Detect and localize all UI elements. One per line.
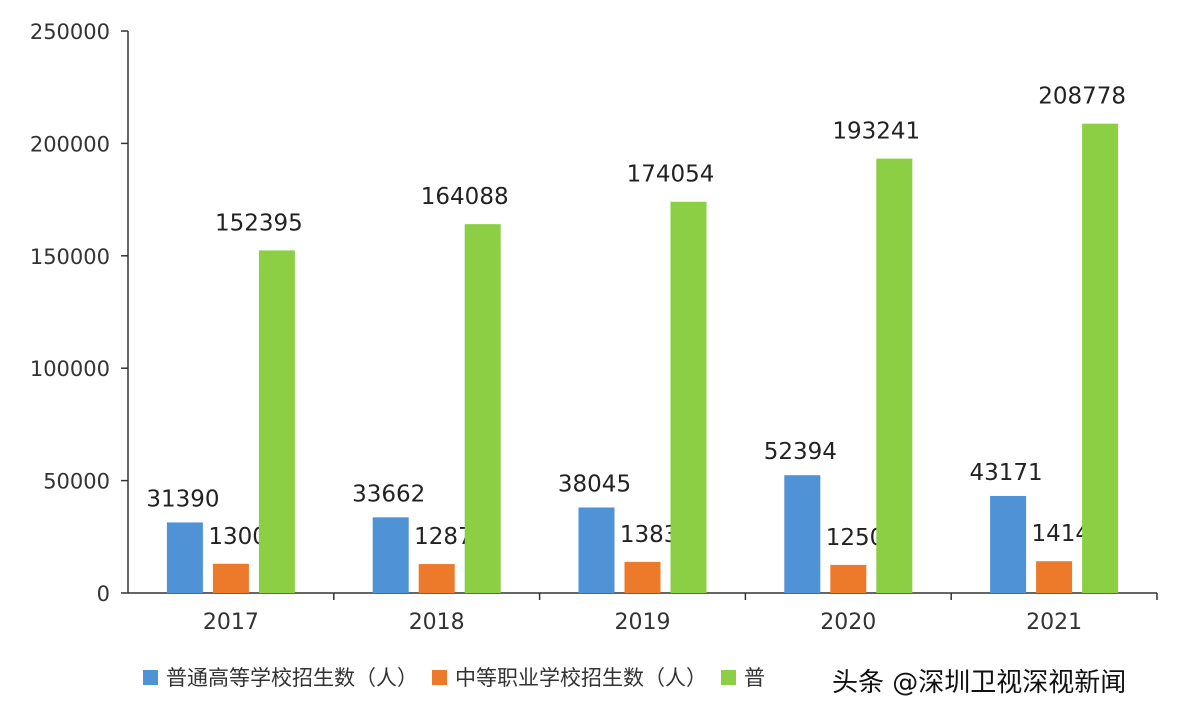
- data-label: 174054: [627, 162, 715, 188]
- data-label: 193241: [832, 119, 920, 145]
- bar-series-3: [670, 201, 707, 593]
- bar-series-2: [418, 564, 455, 593]
- legend-label-series-3: 普: [744, 666, 765, 690]
- bar-series-2: [624, 561, 661, 593]
- y-tick-label: 150000: [30, 245, 110, 269]
- x-tick-label: 2019: [615, 610, 671, 635]
- x-tick-label: 2018: [409, 610, 465, 635]
- y-tick-label: 0: [97, 582, 110, 606]
- data-label: 33662: [352, 481, 425, 507]
- watermark: 头条 @深圳卫视深视新闻: [826, 662, 1133, 699]
- data-label: 38045: [558, 471, 631, 497]
- x-tick-label: 2021: [1026, 610, 1082, 635]
- data-label: 164088: [421, 184, 509, 210]
- bar-series-3: [258, 250, 295, 593]
- bar-series-3: [1082, 123, 1119, 593]
- bar-series-1: [166, 522, 203, 593]
- bar-series-1: [372, 517, 409, 593]
- x-tick-label: 2017: [203, 610, 259, 635]
- y-tick-label: 200000: [30, 132, 110, 156]
- bar-series-1: [990, 495, 1027, 593]
- bar-series-2: [830, 564, 867, 593]
- data-label: 31390: [146, 486, 219, 512]
- legend-swatch-series-3: [721, 669, 736, 685]
- bar-series-2: [1036, 561, 1073, 593]
- legend: 普通高等学校招生数（人） 中等职业学校招生数（人） 普: [143, 662, 779, 692]
- legend-label-series-1: 普通高等学校招生数（人）: [166, 666, 418, 690]
- bar-series-3: [876, 158, 913, 593]
- bar-series-2: [212, 563, 249, 593]
- data-label: 52394: [764, 439, 837, 465]
- legend-swatch-series-2: [432, 669, 447, 685]
- legend-item-series-3: 普: [721, 662, 765, 692]
- data-label: 152395: [215, 210, 303, 236]
- data-label: 43171: [970, 460, 1043, 486]
- x-tick-label: 2020: [820, 610, 876, 635]
- bar-series-3: [464, 224, 501, 593]
- legend-label-series-2: 中等职业学校招生数（人）: [455, 666, 707, 690]
- data-label: 208778: [1038, 84, 1126, 110]
- y-tick-label: 250000: [30, 20, 110, 44]
- legend-item-series-1: 普通高等学校招生数（人）: [143, 662, 418, 692]
- legend-item-series-2: 中等职业学校招生数（人）: [432, 662, 707, 692]
- legend-swatch-series-1: [143, 669, 158, 685]
- y-tick-label: 100000: [30, 357, 110, 381]
- bar-series-1: [784, 475, 821, 593]
- y-tick-label: 50000: [43, 470, 110, 494]
- bar-series-1: [578, 507, 615, 593]
